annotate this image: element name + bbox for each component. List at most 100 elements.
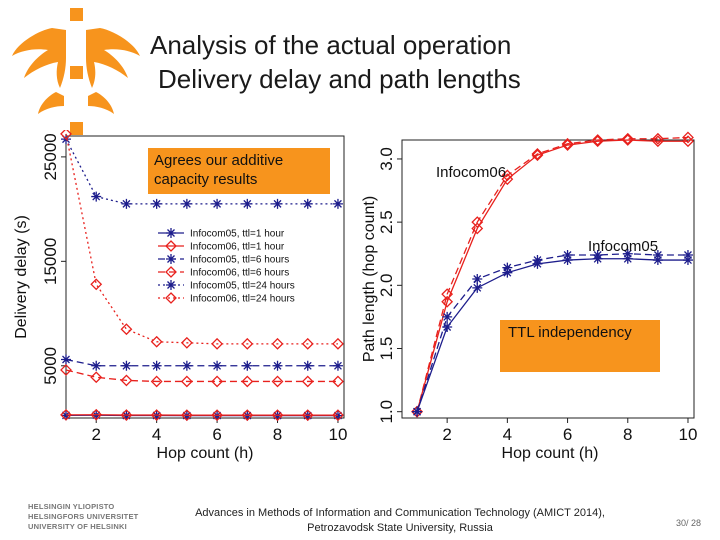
delivery-delay-chart: 2 4 6 8 10 5000 15000 25000 Hop count (h) Deliver… xyxy=(13,130,347,462)
legend-entry: Infocom06, ttl=6 hours xyxy=(190,268,289,279)
legend-marker xyxy=(166,280,176,290)
y-tick-label: 25000 xyxy=(41,133,60,180)
data-point xyxy=(180,409,193,422)
y-tick-label: 2.5 xyxy=(377,210,396,234)
y-tick-label: 2.0 xyxy=(377,273,396,297)
data-point xyxy=(151,360,162,371)
slide-title-line-2: Delivery delay and path lengths xyxy=(158,64,521,94)
legend-entry: Infocom06, ttl=1 hour xyxy=(190,242,285,253)
y-tick-label: 1.0 xyxy=(377,400,396,424)
data-point xyxy=(332,375,344,388)
data-point xyxy=(120,374,133,387)
university-name-fi: HELSINGIN YLIOPISTO xyxy=(28,502,115,511)
data-point xyxy=(60,408,72,421)
data-point xyxy=(472,274,483,284)
data-point xyxy=(60,130,72,140)
data-point xyxy=(91,191,102,202)
university-name: HELSINGIN YLIOPISTO HELSINGFORS UNIVERSI… xyxy=(28,502,138,532)
x-axis-label: Hop count (h) xyxy=(157,445,254,462)
data-point xyxy=(121,198,132,209)
data-point xyxy=(301,337,314,350)
series-line xyxy=(65,358,338,367)
data-point xyxy=(652,249,663,260)
infocom05-label: Infocom05 xyxy=(588,238,659,255)
legend-entry: Infocom05, ttl=24 hours xyxy=(190,281,295,292)
data-point xyxy=(592,253,603,264)
path-length-chart: 2 4 6 8 10 1.0 1.5 2.0 2.5 3.0 Hop count (h) Path l… xyxy=(361,131,697,462)
data-point xyxy=(412,406,423,417)
series-line xyxy=(416,258,688,412)
y-tick-label: 5000 xyxy=(41,347,60,385)
data-point xyxy=(562,249,573,260)
series-4 xyxy=(61,134,343,209)
plot-frame xyxy=(401,139,695,419)
plot-frame xyxy=(65,135,345,419)
data-point xyxy=(531,149,544,162)
ttl-independency-callout: TTL independency xyxy=(500,320,660,372)
data-point xyxy=(651,135,664,148)
y-tick-label: 3.0 xyxy=(377,147,396,171)
data-point xyxy=(332,337,344,350)
data-point xyxy=(181,360,192,371)
legend-entry: Infocom06, ttl=24 hours xyxy=(190,294,295,305)
data-point xyxy=(212,360,223,371)
legend-marker xyxy=(165,240,177,252)
data-point xyxy=(562,255,573,266)
data-point xyxy=(150,375,163,388)
series-3 xyxy=(60,364,344,388)
legend-marker xyxy=(166,254,176,264)
series-3 xyxy=(412,253,693,417)
data-point xyxy=(91,360,102,371)
data-point xyxy=(501,173,514,186)
data-point xyxy=(180,375,193,388)
series-line xyxy=(416,136,689,412)
data-point xyxy=(151,198,162,209)
data-point xyxy=(471,222,484,235)
data-point xyxy=(682,249,693,260)
data-point xyxy=(90,408,103,421)
data-point xyxy=(120,323,133,336)
data-point xyxy=(242,198,253,209)
data-point xyxy=(60,364,72,376)
data-point xyxy=(61,354,71,365)
footer-line-2: Petrozavodsk State University, Russia xyxy=(307,522,493,534)
data-point xyxy=(271,375,284,388)
flame-icon xyxy=(12,8,140,135)
series-2 xyxy=(61,354,343,371)
x-tick-label: 8 xyxy=(273,425,282,444)
data-point xyxy=(441,295,454,308)
x-axis-label: Hop count (h) xyxy=(502,445,599,462)
data-point xyxy=(211,409,224,422)
series-line xyxy=(65,369,338,383)
legend-marker xyxy=(166,228,176,238)
data-point xyxy=(241,409,254,422)
slide-title-line-1: Analysis of the actual operation xyxy=(150,30,512,60)
x-tick-label: 4 xyxy=(503,425,512,444)
data-point xyxy=(332,198,343,209)
footer: Advances in Methods of Information and C… xyxy=(170,506,630,536)
y-tick-label: 1.5 xyxy=(377,337,396,361)
data-point xyxy=(561,137,574,150)
data-point xyxy=(622,253,633,264)
x-tick-label: 6 xyxy=(212,425,221,444)
x-tick-label: 2 xyxy=(442,425,451,444)
data-point xyxy=(302,360,313,371)
series-line xyxy=(416,139,688,412)
data-point xyxy=(502,267,513,278)
university-name-en: UNIVERSITY OF HELSINKI xyxy=(28,522,127,531)
series-line xyxy=(65,133,338,345)
data-point xyxy=(621,132,634,145)
data-point xyxy=(61,410,71,421)
x-tick-label: 10 xyxy=(328,425,347,444)
data-point xyxy=(532,258,543,269)
data-point xyxy=(301,375,314,388)
legend-marker xyxy=(165,292,177,304)
data-point xyxy=(272,360,283,371)
data-point xyxy=(211,375,224,388)
infocom06-label: Infocom06 xyxy=(436,164,507,181)
data-point xyxy=(682,131,694,144)
data-point xyxy=(271,337,284,350)
data-point xyxy=(90,278,103,291)
data-point xyxy=(90,371,103,384)
data-point xyxy=(301,409,314,422)
